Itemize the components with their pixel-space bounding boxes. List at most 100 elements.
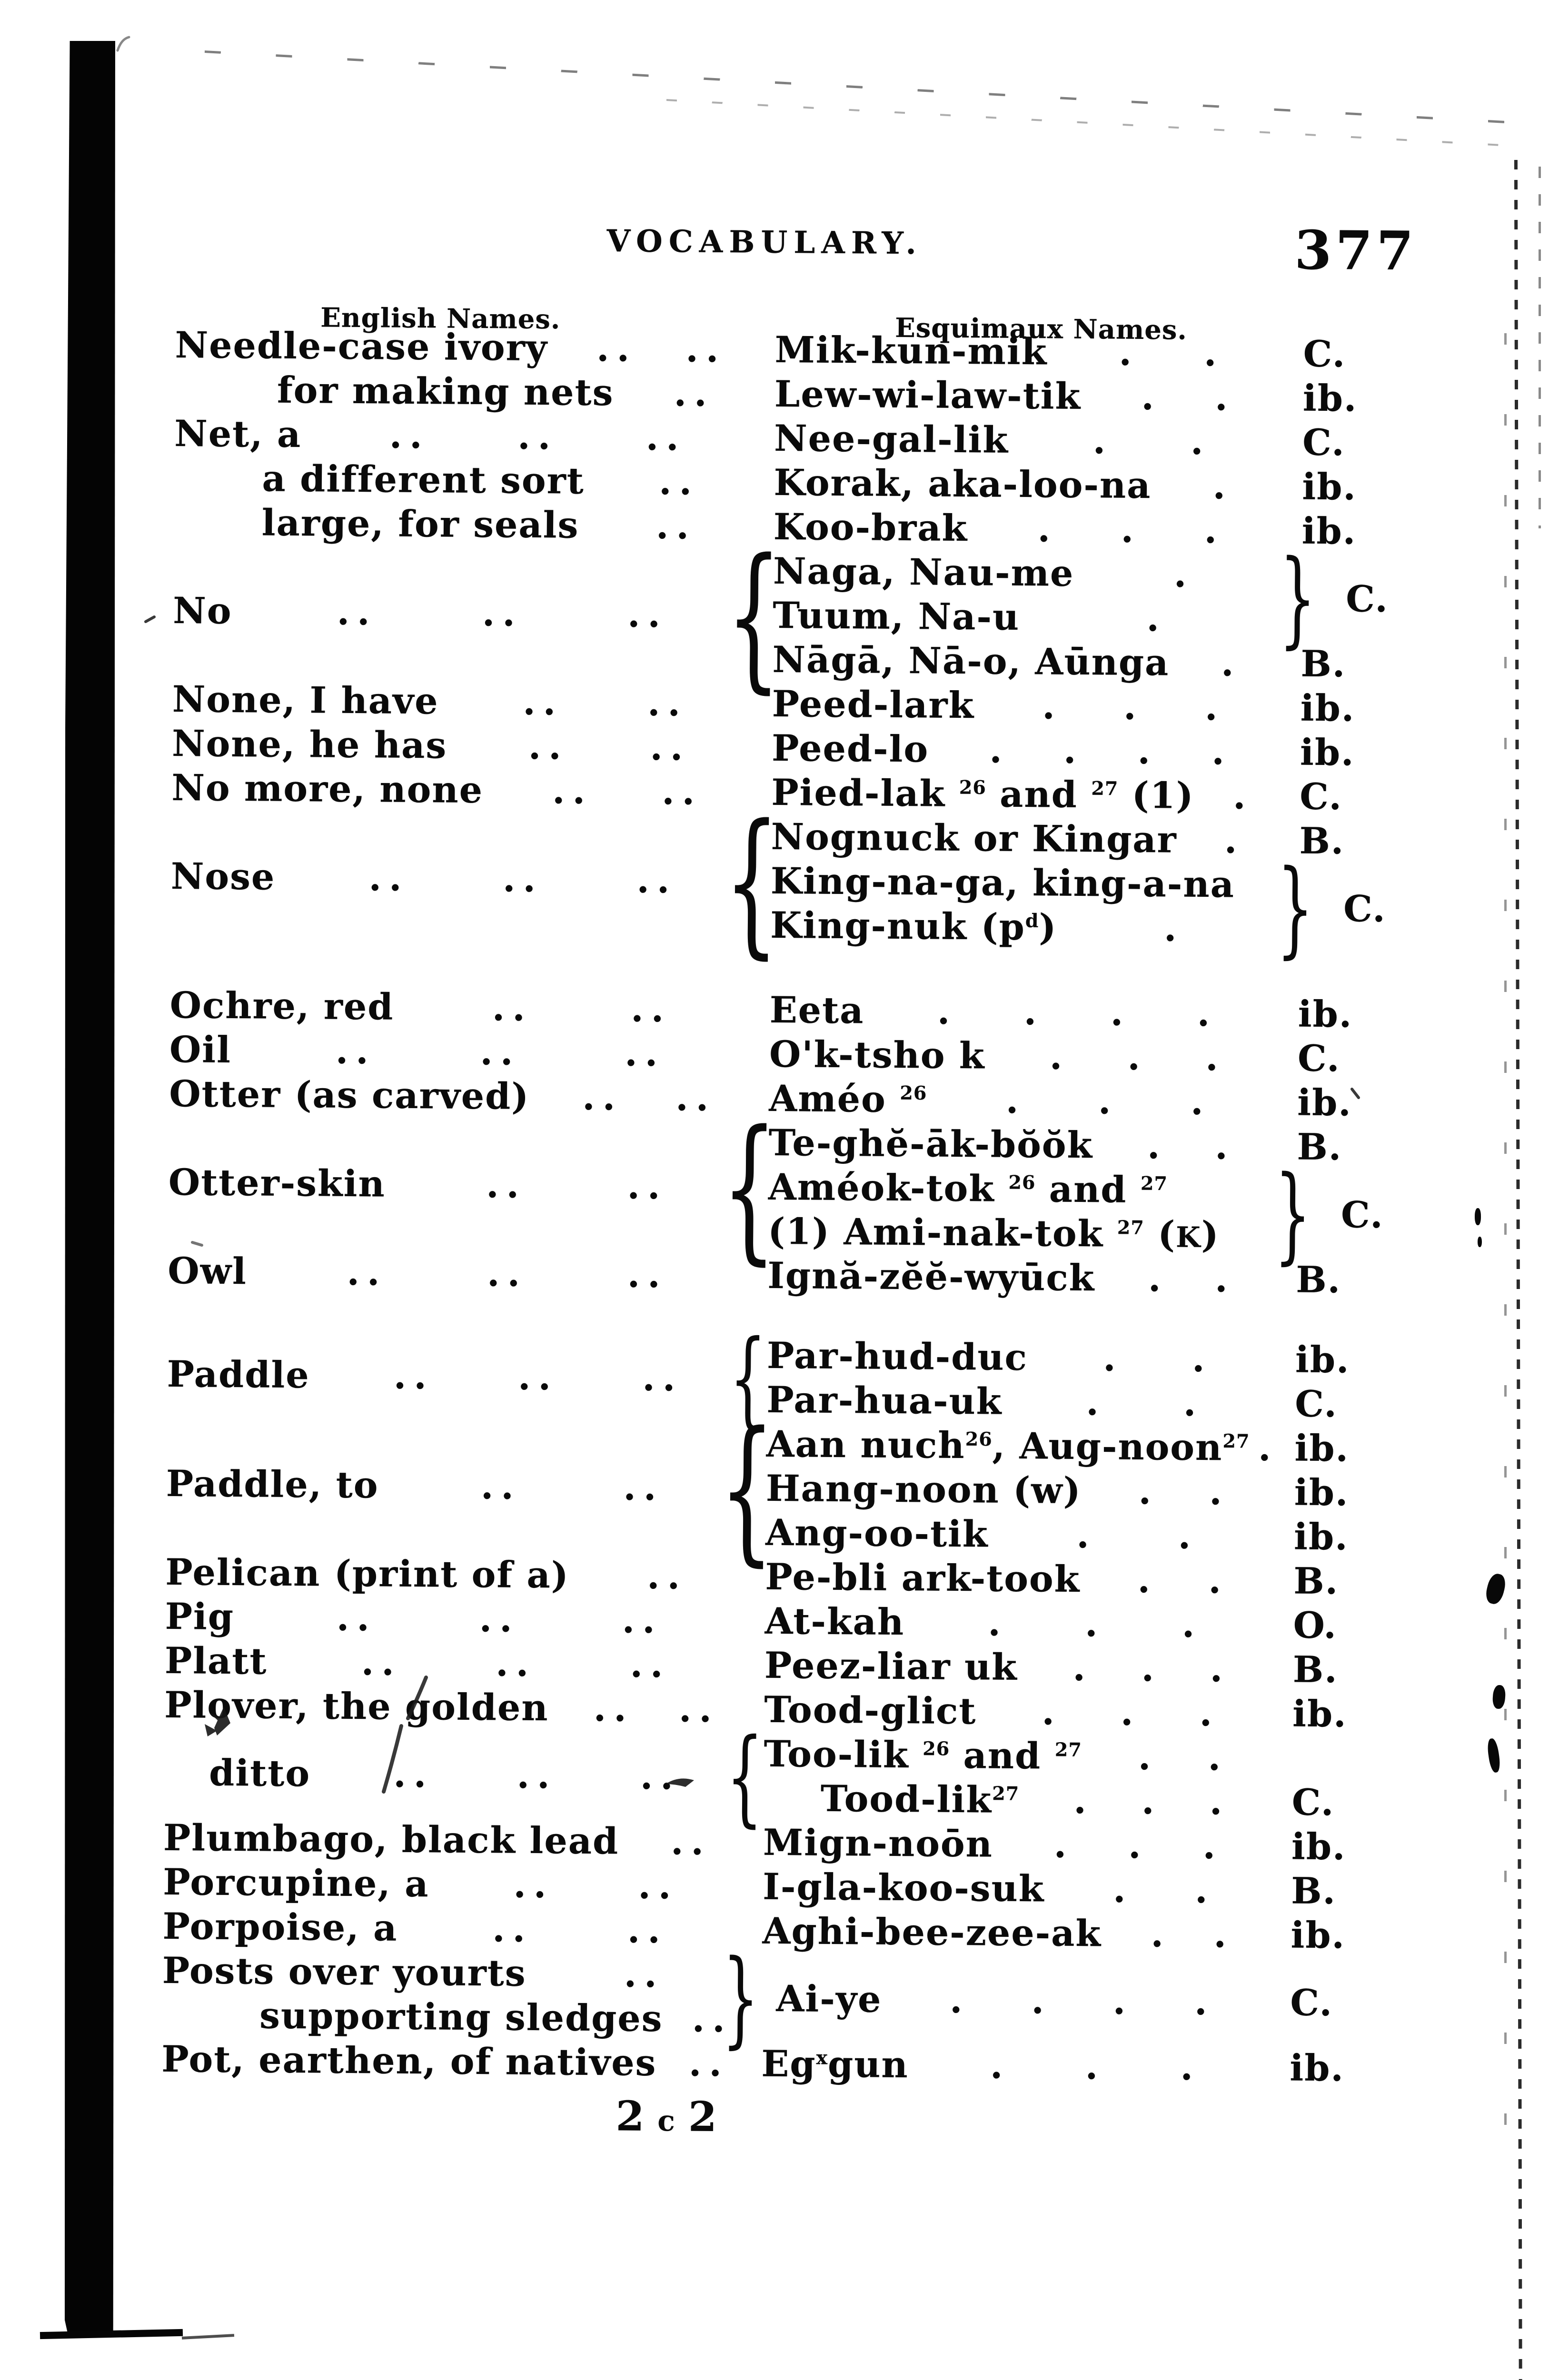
brace-right-group: } C. [1264, 537, 1389, 659]
leader-dot-pair: .. [552, 769, 593, 812]
english-cell [173, 579, 773, 584]
english-term: None, I have [172, 677, 439, 723]
english-term: None, he has [171, 722, 447, 767]
separator-dot: . [1178, 1514, 1192, 1557]
english-cell-inner: ditto...... [164, 1751, 764, 1798]
separator-dots: .. [1081, 1469, 1280, 1513]
english-cell [171, 844, 771, 849]
source-cell: ib. [1295, 1339, 1453, 1382]
leader-dots: ...... [275, 856, 771, 902]
esquimaux-cell: Ignă-zĕĕ-wyūck.. [767, 1254, 1296, 1301]
source-cell: ib. [1297, 1081, 1455, 1125]
esquimaux-name: Nognuck or Kingar [771, 815, 1178, 861]
separator-dots: .. [1028, 1336, 1281, 1380]
english-term: Posts over yourts [162, 1949, 526, 1994]
separator-dots: ... [1019, 1779, 1278, 1823]
english-cell-inner: Paddle...... [167, 1352, 767, 1399]
ink-blot [1478, 1237, 1482, 1247]
esquimaux-cell: Nognuck or Kingar. [771, 815, 1300, 862]
english-term: Porcupine, a [163, 1860, 429, 1905]
source-cell: ib. [1294, 1427, 1452, 1471]
english-cell [167, 1452, 766, 1457]
leader-dot-pair: .. [646, 1554, 688, 1597]
leader-dot-pair: .. [624, 1031, 665, 1075]
source-cell: ib. [1302, 466, 1460, 509]
separator-dots: ... [968, 507, 1288, 552]
english-cell: Porpoise, a.... [162, 1905, 763, 1952]
esquimaux-name: Korak, aka-loo-na [774, 461, 1152, 507]
separator-dot: . [1151, 1913, 1165, 1955]
separator-dot: . [1208, 1559, 1222, 1602]
source-cell: ib. [1298, 993, 1455, 1037]
esquimaux-cell: O'k-tsho k... [769, 1033, 1298, 1080]
english-term: No more, none [171, 766, 484, 812]
esquimaux-name: Hang-noon (w) [765, 1467, 1082, 1512]
brace-left-group: { [721, 1096, 778, 1279]
separator-dot: . [1205, 1036, 1220, 1079]
separator-dots: .. [988, 1513, 1280, 1557]
esquimaux-name: Te-ghĕ-āk-bŏŏk [768, 1121, 1093, 1167]
separator-dot: . [1076, 1513, 1091, 1557]
source-cell: ib. [1291, 1825, 1449, 1869]
leader-dot-pair: .. [486, 1163, 527, 1206]
separator-dots: .... [864, 989, 1284, 1035]
english-term: Owl [168, 1249, 248, 1293]
separator-dots: . [1194, 774, 1286, 818]
source-cell: B. [1293, 1648, 1450, 1692]
source-abbrev: C. [1297, 1037, 1341, 1080]
leader-dot-pair: .. [492, 986, 533, 1029]
source-abbrev: ib. [1298, 992, 1353, 1036]
leader-dot-pair: .. [336, 1596, 377, 1639]
page-header: VOCABULARY. 377 English Names. Esquimaux… [175, 209, 1461, 346]
esquimaux-cell: I-gla-koo-suk.. [763, 1865, 1291, 1912]
leader-dots: ...... [309, 1354, 767, 1400]
separator-dots: ... [904, 1601, 1279, 1646]
esquimaux-cell: Hang-noon (w).. [766, 1467, 1295, 1514]
leader-dot-pair: .. [645, 416, 687, 459]
separator-dot: . [1120, 1691, 1134, 1734]
english-cell: Posts over yourts.. [162, 1949, 763, 1996]
separator-dots: ... [1018, 1646, 1279, 1690]
leader-dots: ...... [231, 1029, 770, 1075]
brace-left-group: { [724, 1716, 765, 1838]
leader-dot-pair: .. [487, 1252, 528, 1295]
source-cell: ib. [1301, 510, 1459, 554]
english-term: No [173, 589, 232, 632]
separator-dot: . [1204, 508, 1218, 552]
esquimaux-cell: (1) Ami-nak-tok 27 (K) [768, 1210, 1297, 1257]
source-cell: B. [1299, 820, 1457, 863]
separator-dot: . [1190, 1080, 1205, 1123]
leader-dots: .... [438, 680, 772, 724]
esquimaux-cell: At-kah... [765, 1600, 1293, 1646]
esquimaux-name: Pied-lak 26 and 27 (1) [771, 771, 1194, 817]
esquimaux-name: Peed-lark [772, 682, 975, 727]
english-cell: Oil...... [169, 1028, 770, 1075]
separator-dot: . [1123, 685, 1138, 728]
esquimaux-cell: Lew-wi-law-tik.. [775, 373, 1303, 419]
separator-dot: . [1163, 907, 1178, 950]
separator-dot: . [1210, 1647, 1224, 1690]
leader-dots: .. [619, 1820, 764, 1863]
brace-join-group: } [718, 1937, 764, 2059]
source-cell: ib. [1290, 2046, 1447, 2090]
source-abbrev: B. [1291, 1869, 1337, 1913]
page-content: VOCABULARY. 377 English Names. Esquimaux… [161, 209, 1461, 2147]
esquimaux-cell: Aan nuch26, Aug-noon27. [766, 1423, 1295, 1469]
separator-dot: . [1049, 1035, 1063, 1078]
source-cell: C. [1290, 1981, 1448, 2025]
esquimaux-cell: Too-lik 26 and 27.. [764, 1733, 1292, 1779]
page-top-edge-artifact [204, 50, 1517, 124]
leader-dots: .... [386, 1163, 769, 1208]
esquimaux-name: Aghi-bee-zee-ak [762, 1909, 1102, 1955]
leader-dots: ...... [267, 1640, 765, 1686]
separator-dot: . [1138, 1735, 1152, 1778]
separator-dots: .. [1080, 1558, 1280, 1602]
vocab-line: Pot, earthen, of natives.. Egxgun... ib. [161, 2038, 1447, 2092]
vocab-row: Owl...... Ignă-zĕĕ-wyūck.. B. [168, 1250, 1453, 1304]
separator-dot: . [1141, 375, 1155, 418]
vocab-row: Par-hud-duc.. ib. Par-hua-uk.. C. Paddle....… [167, 1317, 1453, 1439]
english-cell: Paddle...... [167, 1329, 767, 1423]
separator-dot: . [1214, 1258, 1229, 1300]
esquimaux-name: Peez-liar uk [764, 1644, 1018, 1688]
leader-dots: .. [656, 2042, 762, 2085]
